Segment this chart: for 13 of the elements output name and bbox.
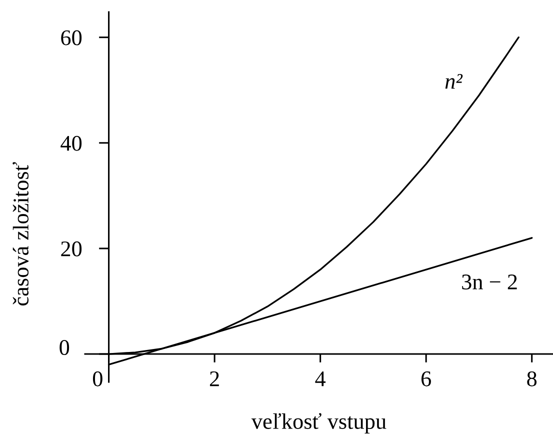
x-tick-label: 6 bbox=[421, 371, 431, 386]
series-label: n² bbox=[445, 74, 463, 89]
x-tick-label: 0 bbox=[92, 371, 102, 386]
x-tick-label: 2 bbox=[210, 371, 219, 386]
y-tick-label: 40 bbox=[60, 136, 82, 151]
y-tick-label: 20 bbox=[61, 241, 82, 256]
x-tick-label: 8 bbox=[527, 371, 537, 386]
y-axis-title: časová zložitosť bbox=[12, 162, 29, 306]
y-tick-label: 0 bbox=[60, 340, 70, 356]
x-tick-label: 4 bbox=[315, 371, 326, 386]
series-label: 3n − 2 bbox=[462, 274, 517, 290]
y-tick-label: 60 bbox=[61, 30, 82, 46]
x-axis-title: veľkosť vstupu bbox=[251, 413, 386, 434]
